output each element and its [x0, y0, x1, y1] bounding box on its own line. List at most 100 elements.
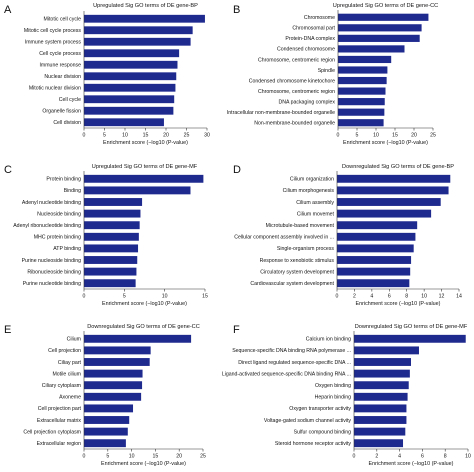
- category-label: Cell cycle process: [39, 51, 81, 57]
- panel-letter: A: [4, 4, 12, 16]
- x-tick-label: 8: [444, 454, 447, 460]
- x-tick-label: 15: [153, 454, 159, 460]
- bar: [338, 98, 385, 106]
- x-tick-label: 0: [83, 133, 86, 139]
- category-label: Ribonucleoside binding: [27, 269, 81, 275]
- bar: [337, 174, 451, 183]
- bar: [84, 358, 150, 366]
- category-label: Microtubule-based movement: [266, 223, 335, 229]
- bar: [338, 87, 386, 95]
- bar: [84, 439, 126, 448]
- x-axis-label: Enrichment score (−log10 (P-value): [343, 140, 428, 146]
- bar: [354, 358, 411, 366]
- panel-e: E Downregulated Sig GO terms of DE gene-C…: [4, 324, 206, 467]
- category-label: Mitotic nuclear division: [29, 86, 81, 92]
- category-label: Chromosomal part: [292, 26, 335, 32]
- bar: [84, 369, 143, 378]
- bar: [84, 256, 138, 264]
- x-axis-label: Enrichment score (−log10 (P-value): [356, 301, 441, 307]
- category-label: Spindle: [318, 68, 335, 74]
- category-label: Cell cycle: [59, 97, 81, 103]
- chart-title: Upregulated Sig GO terms of DE gene-MF: [92, 164, 198, 170]
- category-label: Chromosome, centromeric region: [258, 89, 335, 95]
- bar: [354, 392, 408, 401]
- bar: [84, 26, 193, 35]
- category-label: Ciliay part: [58, 360, 82, 366]
- x-tick-label: 12: [439, 294, 445, 300]
- bar: [338, 119, 384, 127]
- panel-letter: E: [4, 324, 11, 336]
- x-tick-label: 20: [176, 454, 182, 460]
- bar: [337, 209, 432, 218]
- bar: [354, 416, 407, 424]
- x-axis-label: Enrichment score (−log10 (P-value): [103, 140, 188, 146]
- bar: [337, 279, 410, 288]
- chart-title: Downregulated Sig GO terms of DE gene-CC: [87, 324, 200, 330]
- category-label: Adenyl ribonucleotide binding: [13, 223, 81, 229]
- category-label: Extracellular matrix: [37, 418, 82, 424]
- bar: [337, 198, 441, 206]
- bar: [338, 76, 387, 85]
- bar: [337, 186, 449, 195]
- x-tick-label: 0: [83, 294, 86, 300]
- bar: [84, 221, 140, 230]
- x-tick-label: 30: [204, 133, 210, 139]
- category-label: Cilium: [67, 337, 81, 343]
- bar: [84, 279, 136, 288]
- category-label: Oxygen binding: [315, 383, 351, 389]
- chart-title: Downregulated Sig GO terms of DE gene-BP: [342, 164, 454, 170]
- category-label: Cardiovascular system development: [250, 281, 334, 287]
- category-label: Mitotic cell cycle process: [24, 28, 81, 34]
- bar: [338, 13, 429, 21]
- x-tick-label: 15: [202, 294, 208, 300]
- category-label: ATP binding: [53, 246, 81, 252]
- bar: [84, 106, 174, 115]
- category-label: MHC protein binding: [34, 235, 81, 241]
- x-axis-label: Enrichment score (−log10 (P-value): [369, 461, 454, 467]
- category-label: Direct ligand regulated sequence-specifi…: [238, 360, 351, 366]
- x-tick-label: 2: [375, 454, 378, 460]
- x-tick-label: 8: [405, 294, 408, 300]
- x-tick-label: 4: [398, 454, 401, 460]
- category-label: Cell projection part: [38, 406, 82, 412]
- category-label: Protein binding: [46, 177, 81, 183]
- bar: [337, 244, 414, 253]
- bar: [84, 60, 178, 69]
- x-axis-label: Enrichment score (−log10 (P-value): [102, 301, 187, 307]
- x-tick-label: 6: [421, 454, 424, 460]
- x-tick-label: 6: [388, 294, 391, 300]
- x-tick-label: 20: [411, 133, 417, 139]
- bar: [354, 369, 410, 378]
- bar: [338, 45, 405, 53]
- category-label: Binding: [64, 188, 81, 194]
- bar: [354, 439, 404, 448]
- bar: [354, 427, 406, 436]
- x-tick-label: 2: [353, 294, 356, 300]
- panel-f: F Downregulated Sig GO terms of DE gene-M…: [222, 324, 471, 467]
- category-label: Immune response: [39, 63, 81, 69]
- category-label: Voltage-gated sodium channel activity: [264, 418, 351, 424]
- x-tick-label: 0: [337, 133, 340, 139]
- panel-c: C Upregulated Sig GO terms of DE gene-MF P…: [4, 164, 208, 307]
- category-label: Mitotic cell cycle: [44, 17, 82, 23]
- category-label: Chromosome: [304, 15, 335, 21]
- chart-title: Upregulated Sig GO terms of DE gene-CC: [333, 3, 438, 9]
- x-tick-label: 5: [103, 133, 106, 139]
- category-label: DNA packaging complex: [278, 99, 335, 105]
- x-tick-label: 10: [129, 454, 135, 460]
- panel-a: A Upregulated Sig GO terms of DE gene-BP M…: [4, 3, 210, 146]
- bar: [338, 66, 388, 74]
- x-axis-label: Enrichment score (−log10 (P-value): [101, 461, 186, 467]
- bar: [354, 334, 466, 343]
- category-label: Heparin binding: [315, 395, 351, 401]
- bar: [84, 334, 192, 343]
- x-tick-label: 15: [392, 133, 398, 139]
- bar: [84, 37, 191, 46]
- bar: [84, 95, 175, 104]
- category-label: Nucleoside binding: [37, 211, 81, 217]
- category-label: Axoneme: [59, 395, 81, 401]
- chart-title: Upregulated Sig GO terms of DE gene-BP: [93, 3, 198, 9]
- category-label: Intracellular non-membrane-bounded organ…: [227, 110, 335, 116]
- category-label: Purine nucleotide binding: [23, 281, 81, 287]
